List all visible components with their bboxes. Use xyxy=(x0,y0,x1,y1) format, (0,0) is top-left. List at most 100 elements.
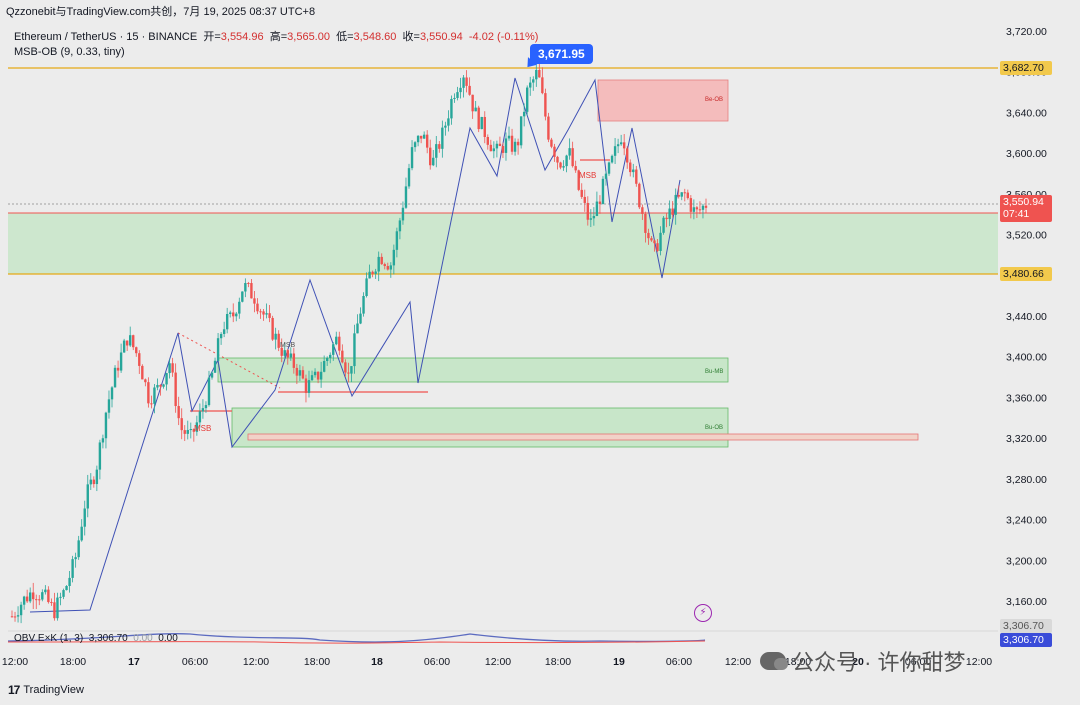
candle-body xyxy=(283,350,286,356)
candle-body xyxy=(680,192,683,197)
high-price-callout: 3,671.95 xyxy=(530,44,593,64)
candle-body xyxy=(110,387,114,400)
candle-body xyxy=(556,156,559,163)
candle-body xyxy=(141,365,144,380)
current-price-value: 3,550.94 xyxy=(1003,196,1044,208)
candle-body xyxy=(544,93,547,117)
candle-body xyxy=(116,367,120,371)
candle-body xyxy=(235,313,238,317)
candle-body xyxy=(404,186,408,208)
msb-label-3: MSB xyxy=(579,171,597,180)
candle-body xyxy=(386,266,389,270)
candle-body xyxy=(16,615,20,617)
bullish-order-block xyxy=(231,407,729,448)
candle-body xyxy=(447,118,450,126)
candle-body xyxy=(480,116,483,130)
candle-body xyxy=(371,271,374,274)
candle-body xyxy=(365,278,368,297)
candle-body xyxy=(295,367,299,376)
price-tick-label: 3,240.00 xyxy=(1006,515,1047,527)
time-tick-label: 12:00 xyxy=(1,656,29,668)
candle-body xyxy=(692,207,696,212)
symbol-label[interactable]: Ethereum / TetherUS · 15 · BINANCE xyxy=(14,31,198,43)
obv-ghost-value: 0.00 xyxy=(133,633,153,644)
candle-body xyxy=(395,231,399,250)
obv-signal-value: 0.00 xyxy=(158,633,178,644)
candle-body xyxy=(698,209,702,211)
candle-body xyxy=(322,361,326,372)
candle-body xyxy=(59,596,62,598)
time-tick-label: 17 xyxy=(128,656,140,668)
candle-body xyxy=(359,313,362,324)
candle-body xyxy=(147,382,150,404)
candle-body xyxy=(80,526,83,541)
candle-body xyxy=(192,429,196,432)
candle-body xyxy=(638,183,641,208)
candle-body xyxy=(435,144,438,158)
candle-body xyxy=(444,125,447,128)
candle-body xyxy=(159,384,162,387)
candle-body xyxy=(389,265,393,270)
candle-body xyxy=(601,178,605,204)
candle-body xyxy=(204,405,208,409)
candle-body xyxy=(225,313,229,330)
candle-body xyxy=(132,335,135,348)
candle-body xyxy=(271,317,274,340)
obv-legend[interactable]: OBV E×K (1, 3) 3,306.70 0.00 0.00 xyxy=(14,633,178,644)
time-tick-label: 19 xyxy=(613,656,625,668)
candle-body xyxy=(622,142,626,149)
msb-label-2: MSB xyxy=(194,424,212,433)
candle-body xyxy=(268,313,271,318)
candle-body xyxy=(562,166,565,168)
open-value: 3,554.96 xyxy=(220,31,264,43)
candle-body xyxy=(586,202,590,220)
tradingview-footer: 17 TradingView xyxy=(8,683,84,697)
candle-body xyxy=(128,335,132,346)
chart-area[interactable]: 3,720.003,680.003,640.003,600.003,560.00… xyxy=(0,24,1080,652)
price-chart[interactable]: 3,720.003,680.003,640.003,600.003,560.00… xyxy=(0,24,1080,652)
price-tag-low: 3,480.66 xyxy=(1000,267,1052,281)
candle-body xyxy=(429,147,432,166)
tradingview-logo-icon: 17 xyxy=(8,683,20,697)
alert-lightning-icon[interactable]: ⚡ xyxy=(694,604,712,622)
candle-body xyxy=(683,192,686,194)
obv-value: 3,306.70 xyxy=(88,633,128,644)
candle-body xyxy=(416,135,420,143)
candle-body xyxy=(22,596,26,605)
candle-body xyxy=(316,371,320,380)
candle-body xyxy=(571,148,574,167)
price-axis[interactable]: 3,720.003,680.003,640.003,600.003,560.00… xyxy=(1006,26,1047,608)
candle-body xyxy=(289,353,293,358)
candle-body xyxy=(250,283,253,299)
price-tick-label: 3,320.00 xyxy=(1006,433,1047,445)
tradingview-brand: TradingView xyxy=(23,684,84,696)
candle-body xyxy=(689,198,693,212)
candle-body xyxy=(104,412,108,439)
candle-body xyxy=(216,338,220,361)
legend-panel: Ethereum / TetherUS · 15 · BINANCE 开=3,5… xyxy=(14,30,538,60)
wechat-icon xyxy=(760,652,788,670)
candle-body xyxy=(144,379,147,383)
candle-body xyxy=(686,192,690,199)
candle-body xyxy=(47,589,50,603)
candle-body xyxy=(471,94,474,112)
candle-body xyxy=(207,377,211,406)
candle-body xyxy=(119,352,123,371)
candle-body xyxy=(695,207,699,210)
candle-body xyxy=(507,135,511,139)
candle-body xyxy=(35,599,38,601)
candle-body xyxy=(413,142,417,148)
candle-body xyxy=(438,144,441,149)
candle-body xyxy=(525,87,529,112)
candle-body xyxy=(219,333,223,339)
candle-body xyxy=(286,350,289,358)
candle-body xyxy=(262,311,265,315)
candle-body xyxy=(50,602,53,604)
candle-body xyxy=(135,347,138,354)
candle-body xyxy=(338,336,341,351)
indicator-label[interactable]: MSB-OB (9, 0.33, tiny) xyxy=(14,46,125,58)
candle-body xyxy=(307,380,311,393)
time-axis[interactable]: 12:00 18:00 17 06:00 12:00 18:00 18 06:00 12:00 1… xyxy=(0,652,1000,672)
price-tag-current: 3,550.94 07:41 xyxy=(1000,195,1052,222)
candle-body xyxy=(319,371,323,380)
